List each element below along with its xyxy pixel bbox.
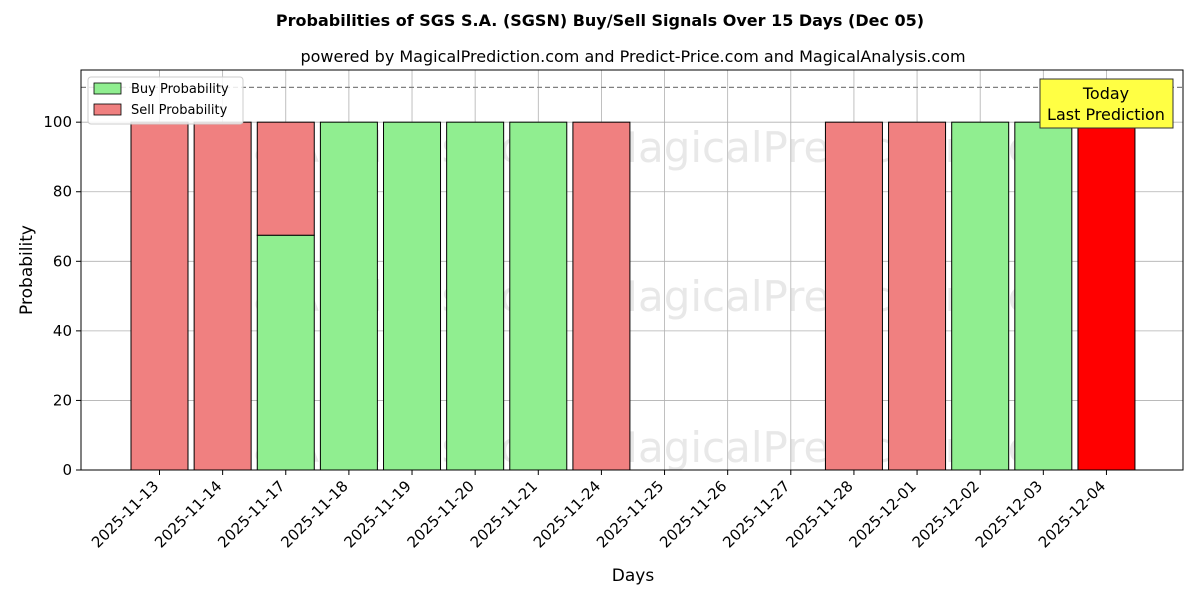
- y-tick-label: 100: [43, 113, 72, 131]
- y-axis: 0 20 40 60 80 100: [43, 113, 81, 479]
- bar-buy: [383, 121, 442, 471]
- bar-buy: [1014, 121, 1073, 471]
- x-axis: 2025-11-132025-11-142025-11-172025-11-18…: [88, 470, 1109, 551]
- x-tick-label: 2025-12-01: [846, 477, 920, 551]
- bar-sell: [824, 121, 883, 471]
- x-tick-label: 2025-11-21: [467, 477, 541, 551]
- x-tick-label: 2025-11-28: [782, 477, 856, 551]
- x-tick-label: 2025-11-27: [719, 477, 793, 551]
- annotation-box: [1039, 78, 1174, 129]
- annotation-line-1: Today: [1082, 84, 1129, 103]
- legend-box: [87, 76, 244, 125]
- x-tick-label: 2025-12-03: [972, 477, 1046, 551]
- bar-sell: [130, 121, 189, 471]
- x-tick-label: 2025-11-20: [404, 477, 478, 551]
- x-tick-label: 2025-12-04: [1035, 477, 1109, 551]
- annotation-line-2: Last Prediction: [1047, 105, 1165, 124]
- bar-buy: [256, 234, 315, 471]
- bar-buy: [319, 121, 378, 471]
- legend-label-buy: Buy Probability: [131, 82, 229, 97]
- bar-sell: [888, 121, 947, 471]
- bar-sell-today: [1077, 121, 1136, 471]
- legend-swatch-buy: [93, 82, 122, 95]
- x-tick-label: 2025-11-26: [656, 477, 730, 551]
- bar-sell: [572, 121, 631, 471]
- bars: [130, 121, 1136, 471]
- y-tick-label: 20: [53, 391, 72, 409]
- legend-swatch-sell: [93, 103, 122, 116]
- y-axis-label: Probability: [17, 225, 37, 315]
- legend: Buy Probability Sell Probability: [87, 76, 244, 125]
- bar-sell: [256, 121, 315, 236]
- x-axis-label: Days: [612, 566, 655, 586]
- y-tick-label: 40: [53, 322, 72, 340]
- x-tick-label: 2025-11-25: [593, 477, 667, 551]
- x-tick-label: 2025-11-17: [214, 477, 288, 551]
- bar-buy: [446, 121, 505, 471]
- y-tick-label: 80: [53, 183, 72, 201]
- bar-sell: [193, 121, 252, 471]
- x-tick-label: 2025-11-19: [340, 477, 414, 551]
- plot-frame: [80, 69, 1184, 471]
- chart-subtitle: powered by MagicalPrediction.com and Pre…: [300, 47, 965, 66]
- x-tick-label: 2025-11-18: [277, 477, 351, 551]
- bar-buy: [951, 121, 1010, 471]
- legend-label-sell: Sell Probability: [131, 103, 228, 118]
- chart-title: Probabilities of SGS S.A. (SGSN) Buy/Sel…: [276, 11, 924, 30]
- x-tick-label: 2025-11-13: [88, 477, 162, 551]
- today-annotation: Today Last Prediction: [1039, 78, 1174, 129]
- x-tick-label: 2025-11-14: [151, 477, 225, 551]
- x-tick-label: 2025-12-02: [909, 477, 983, 551]
- y-tick-label: 60: [53, 252, 72, 270]
- x-tick-label: 2025-11-24: [530, 477, 604, 551]
- bar-buy: [509, 121, 568, 471]
- y-tick-label: 0: [62, 461, 72, 479]
